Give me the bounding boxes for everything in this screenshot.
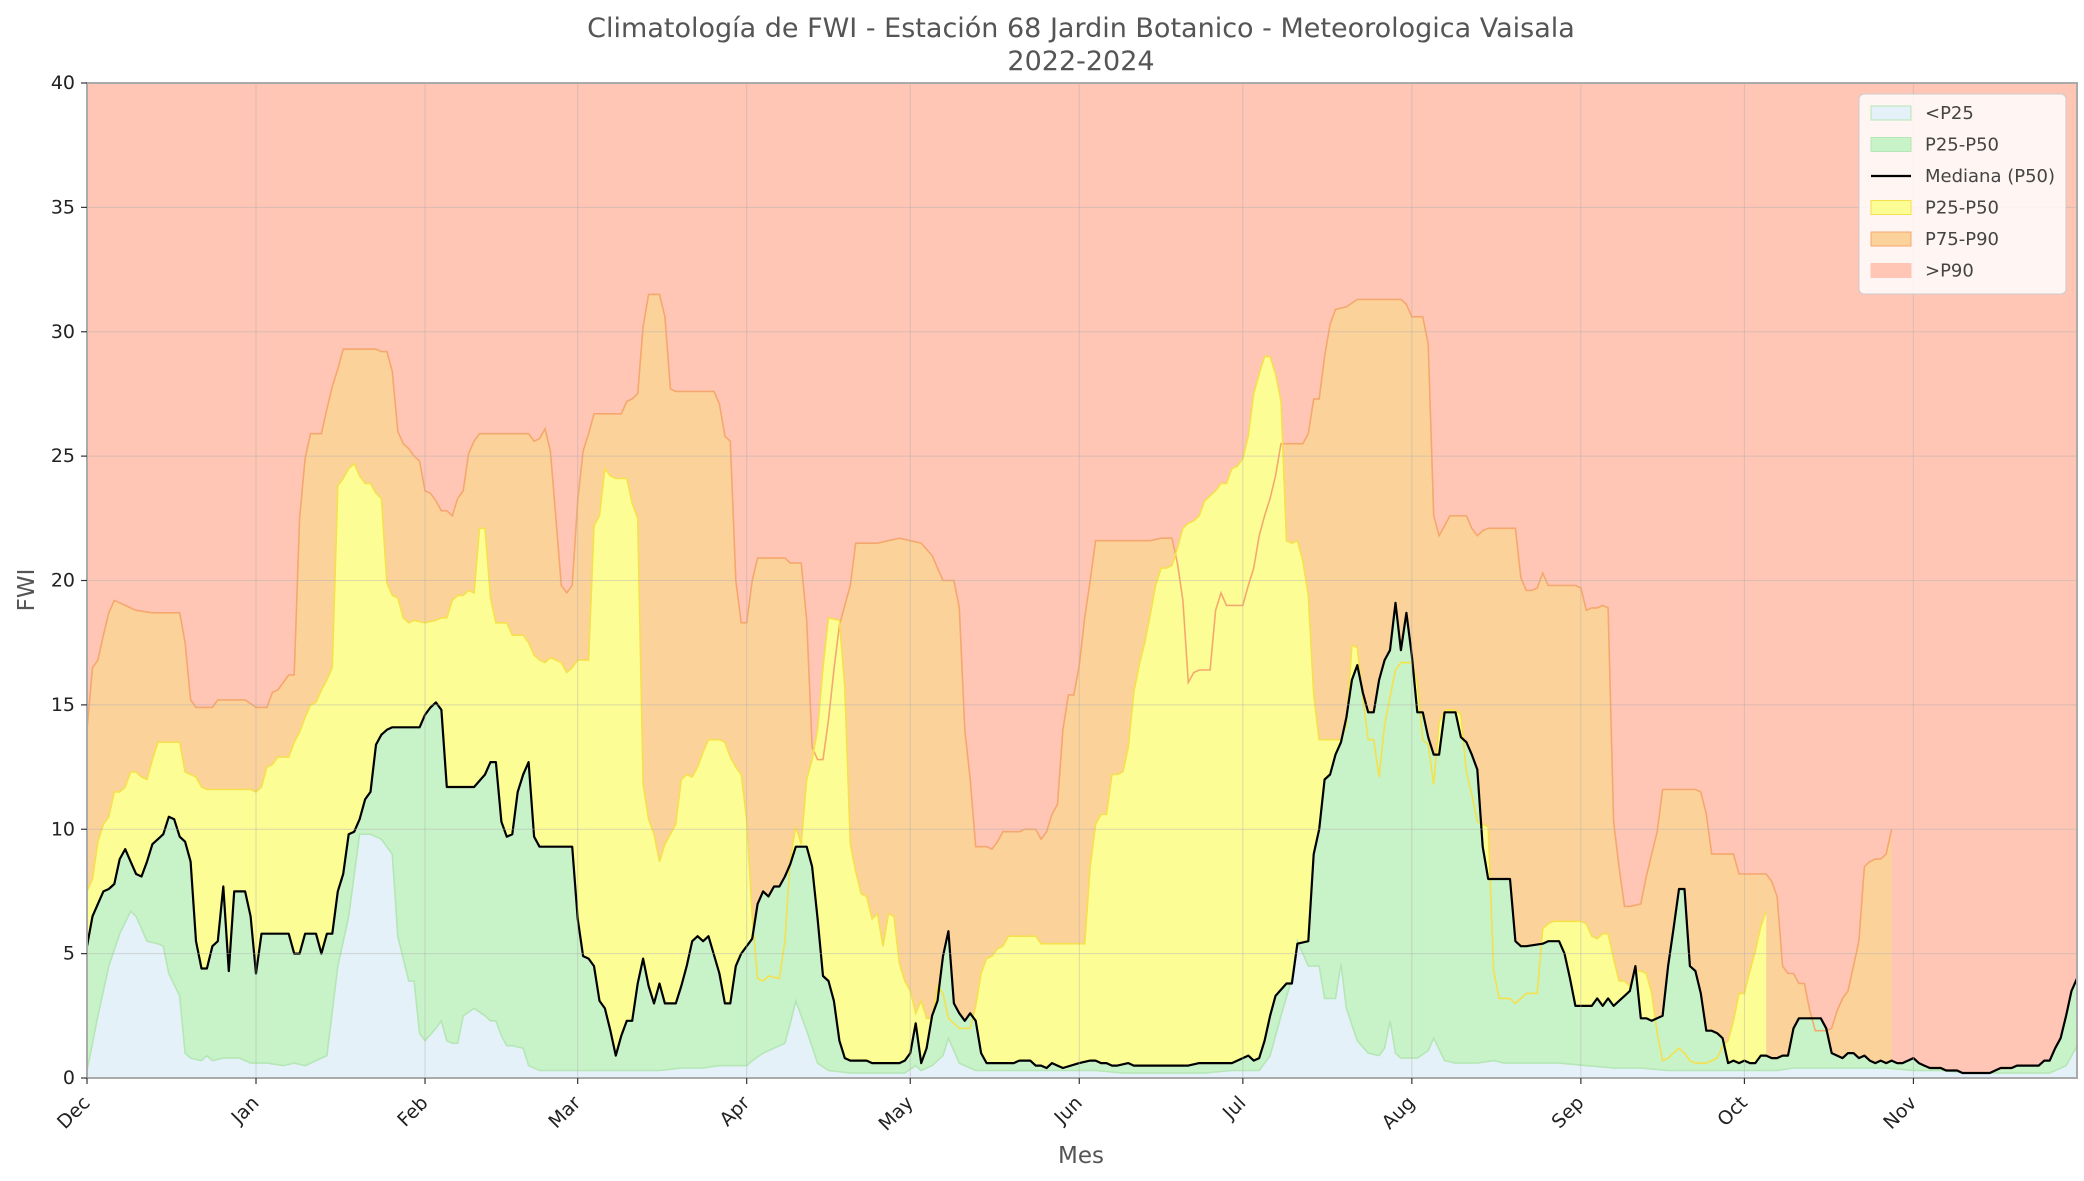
legend-label: P25-P50 (1925, 198, 1999, 219)
x-tick-label: Jun (1050, 1092, 1087, 1129)
legend: <P25 P25-P50 Mediana (P50) P25-P50 P75-P90 >P… (1858, 93, 2067, 295)
y-axis-ticks: 0 5 10 15 20 25 30 35 40 (51, 72, 87, 1089)
legend-items: <P25 P25-P50 Mediana (P50) P25-P50 P75-P90 >P… (1870, 103, 2055, 282)
legend-label: P25-P50 (1925, 135, 1999, 156)
plot-area (85, 83, 2079, 1079)
line-median (85, 601, 2079, 1075)
x-tick-label: Mar (544, 1092, 585, 1133)
chart-title-group: Climatología de FWI - Estación 68 Jardin… (587, 13, 1575, 77)
x-tick-label: May (874, 1092, 917, 1135)
legend-label: Mediana (P50) (1925, 166, 2055, 187)
x-tick-label: Oct (1713, 1092, 1752, 1131)
y-tick-label: 10 (51, 818, 75, 840)
y-tick-label: 5 (63, 943, 75, 965)
legend-swatch (1870, 137, 1912, 152)
x-tick-label: Sep (1548, 1092, 1589, 1133)
x-tick-label: Jul (1218, 1092, 1250, 1124)
y-tick-label: 20 (51, 570, 75, 592)
x-tick-label: Jan (227, 1092, 264, 1129)
legend-label: <P25 (1925, 103, 1974, 124)
y-tick-label: 0 (63, 1067, 75, 1089)
x-axis-label: Mes (1058, 1143, 1104, 1169)
line-p25 (86, 833, 2078, 1074)
chart-title: Climatología de FWI - Estación 68 Jardin… (587, 13, 1575, 44)
legend-swatch (1870, 263, 1912, 278)
y-tick-label: 30 (51, 321, 75, 343)
x-tick-label: Feb (393, 1092, 432, 1131)
area-p25-p50 (87, 602, 2077, 1078)
x-tick-label: Aug (1378, 1092, 1420, 1134)
legend-swatch (1870, 200, 1912, 215)
y-axis-label: FWI (14, 569, 40, 612)
x-tick-label: Dec (53, 1092, 95, 1134)
legend-label: P75-P90 (1925, 229, 1999, 250)
y-tick-label: 25 (51, 445, 75, 467)
legend-label: >P90 (1925, 261, 1974, 282)
line-p75 (86, 355, 1767, 1064)
legend-swatch (1870, 231, 1912, 247)
y-tick-label: 35 (51, 196, 75, 218)
x-axis-ticks: Dec Jan Feb Mar Apr May Jun Jul Aug Sep Oct Nov (53, 1078, 1921, 1135)
line-p90 (86, 293, 1893, 1032)
chart-subtitle: 2022-2024 (1007, 46, 1154, 77)
y-tick-label: 40 (51, 72, 75, 94)
y-tick-label: 15 (51, 694, 75, 716)
x-tick-label: Apr (715, 1092, 754, 1131)
legend-swatch (1870, 105, 1912, 121)
x-tick-label: Nov (1879, 1092, 1921, 1134)
